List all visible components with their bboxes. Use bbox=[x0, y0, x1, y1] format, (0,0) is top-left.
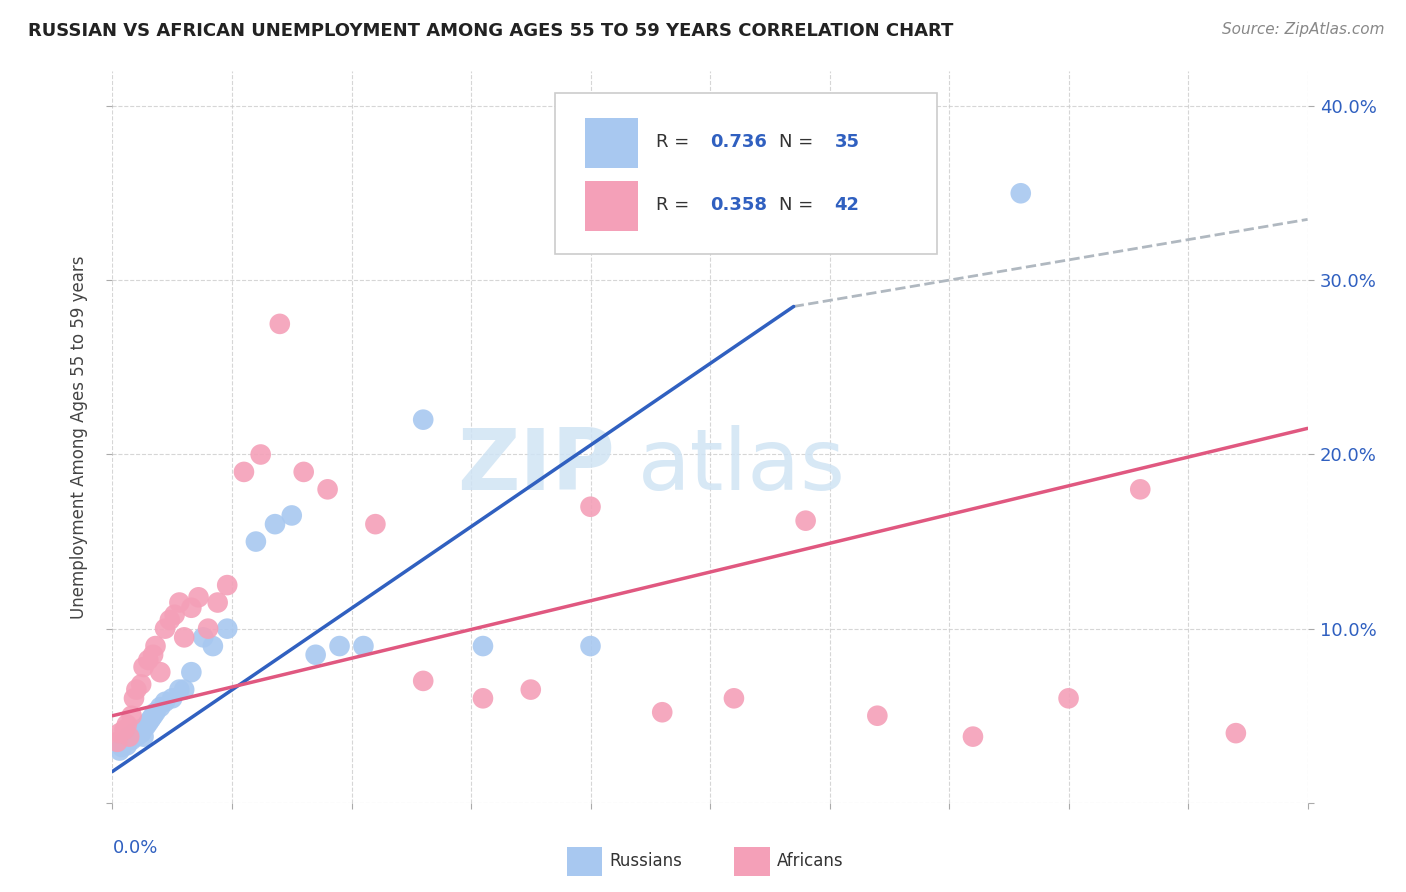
Point bbox=[114, 735, 135, 749]
Point bbox=[1010, 186, 1032, 201]
Point bbox=[305, 648, 328, 662]
Point bbox=[1129, 483, 1152, 497]
Y-axis label: Unemployment Among Ages 55 to 59 years: Unemployment Among Ages 55 to 59 years bbox=[70, 255, 89, 619]
Point bbox=[269, 317, 291, 331]
Point bbox=[249, 448, 271, 462]
Point bbox=[281, 508, 304, 523]
Point bbox=[145, 639, 167, 653]
Point bbox=[412, 412, 434, 426]
Point bbox=[180, 600, 202, 615]
Point bbox=[145, 705, 167, 719]
Point bbox=[651, 705, 673, 719]
Point bbox=[105, 735, 128, 749]
Point bbox=[264, 517, 287, 532]
Point bbox=[329, 639, 352, 653]
Point bbox=[142, 708, 165, 723]
Point bbox=[153, 695, 176, 709]
Point bbox=[723, 691, 745, 706]
Point bbox=[125, 682, 148, 697]
Point bbox=[159, 613, 181, 627]
Point bbox=[233, 465, 256, 479]
Point bbox=[111, 740, 134, 755]
Point bbox=[118, 730, 141, 744]
Point bbox=[962, 730, 984, 744]
Text: 0.0%: 0.0% bbox=[112, 839, 157, 857]
Text: 0.736: 0.736 bbox=[710, 133, 766, 152]
Text: RUSSIAN VS AFRICAN UNEMPLOYMENT AMONG AGES 55 TO 59 YEARS CORRELATION CHART: RUSSIAN VS AFRICAN UNEMPLOYMENT AMONG AG… bbox=[28, 22, 953, 40]
Point bbox=[153, 622, 176, 636]
Point bbox=[132, 660, 155, 674]
Point bbox=[193, 631, 215, 645]
Point bbox=[163, 607, 186, 622]
FancyBboxPatch shape bbox=[734, 847, 770, 876]
Point bbox=[579, 500, 602, 514]
Point bbox=[114, 723, 135, 737]
Point bbox=[187, 591, 209, 605]
Point bbox=[128, 723, 150, 737]
Point bbox=[142, 648, 165, 662]
Point bbox=[412, 673, 434, 688]
Point bbox=[135, 719, 157, 733]
Point bbox=[139, 712, 162, 726]
Point bbox=[122, 726, 145, 740]
Point bbox=[169, 682, 191, 697]
Point bbox=[180, 665, 202, 680]
Point bbox=[129, 726, 152, 740]
Point bbox=[364, 517, 387, 532]
Text: 42: 42 bbox=[834, 196, 859, 214]
Text: Source: ZipAtlas.com: Source: ZipAtlas.com bbox=[1222, 22, 1385, 37]
Point bbox=[173, 682, 195, 697]
Point bbox=[472, 691, 495, 706]
Point bbox=[121, 708, 143, 723]
Point bbox=[579, 639, 602, 653]
FancyBboxPatch shape bbox=[585, 181, 638, 231]
Point bbox=[125, 730, 148, 744]
Point bbox=[108, 743, 131, 757]
Point bbox=[118, 730, 141, 744]
Point bbox=[115, 717, 138, 731]
FancyBboxPatch shape bbox=[567, 847, 603, 876]
Point bbox=[173, 631, 195, 645]
FancyBboxPatch shape bbox=[554, 94, 938, 254]
Point bbox=[149, 700, 172, 714]
Point bbox=[217, 622, 239, 636]
Text: R =: R = bbox=[657, 133, 695, 152]
Point bbox=[129, 677, 152, 691]
Point bbox=[352, 639, 374, 653]
Point bbox=[292, 465, 315, 479]
Point bbox=[121, 733, 143, 747]
Point bbox=[132, 730, 155, 744]
Text: Africans: Africans bbox=[778, 853, 844, 871]
Point bbox=[197, 622, 219, 636]
Point bbox=[138, 653, 160, 667]
Point bbox=[316, 483, 339, 497]
Text: 0.358: 0.358 bbox=[710, 196, 768, 214]
Point bbox=[866, 708, 889, 723]
Text: 35: 35 bbox=[834, 133, 859, 152]
Text: atlas: atlas bbox=[638, 425, 846, 508]
Text: ZIP: ZIP bbox=[457, 425, 614, 508]
Point bbox=[201, 639, 224, 653]
FancyBboxPatch shape bbox=[585, 118, 638, 168]
Point bbox=[207, 595, 229, 609]
Point bbox=[794, 514, 817, 528]
Point bbox=[122, 691, 145, 706]
Point bbox=[115, 739, 138, 753]
Point bbox=[169, 595, 191, 609]
Point bbox=[162, 691, 183, 706]
Point bbox=[472, 639, 495, 653]
Point bbox=[520, 682, 543, 697]
Text: N =: N = bbox=[779, 196, 820, 214]
Point bbox=[1057, 691, 1080, 706]
Point bbox=[138, 715, 160, 730]
Point bbox=[1225, 726, 1247, 740]
Point bbox=[149, 665, 172, 680]
Text: R =: R = bbox=[657, 196, 695, 214]
Point bbox=[245, 534, 267, 549]
Text: Russians: Russians bbox=[610, 853, 682, 871]
Point bbox=[217, 578, 239, 592]
Point bbox=[108, 726, 131, 740]
Text: N =: N = bbox=[779, 133, 820, 152]
